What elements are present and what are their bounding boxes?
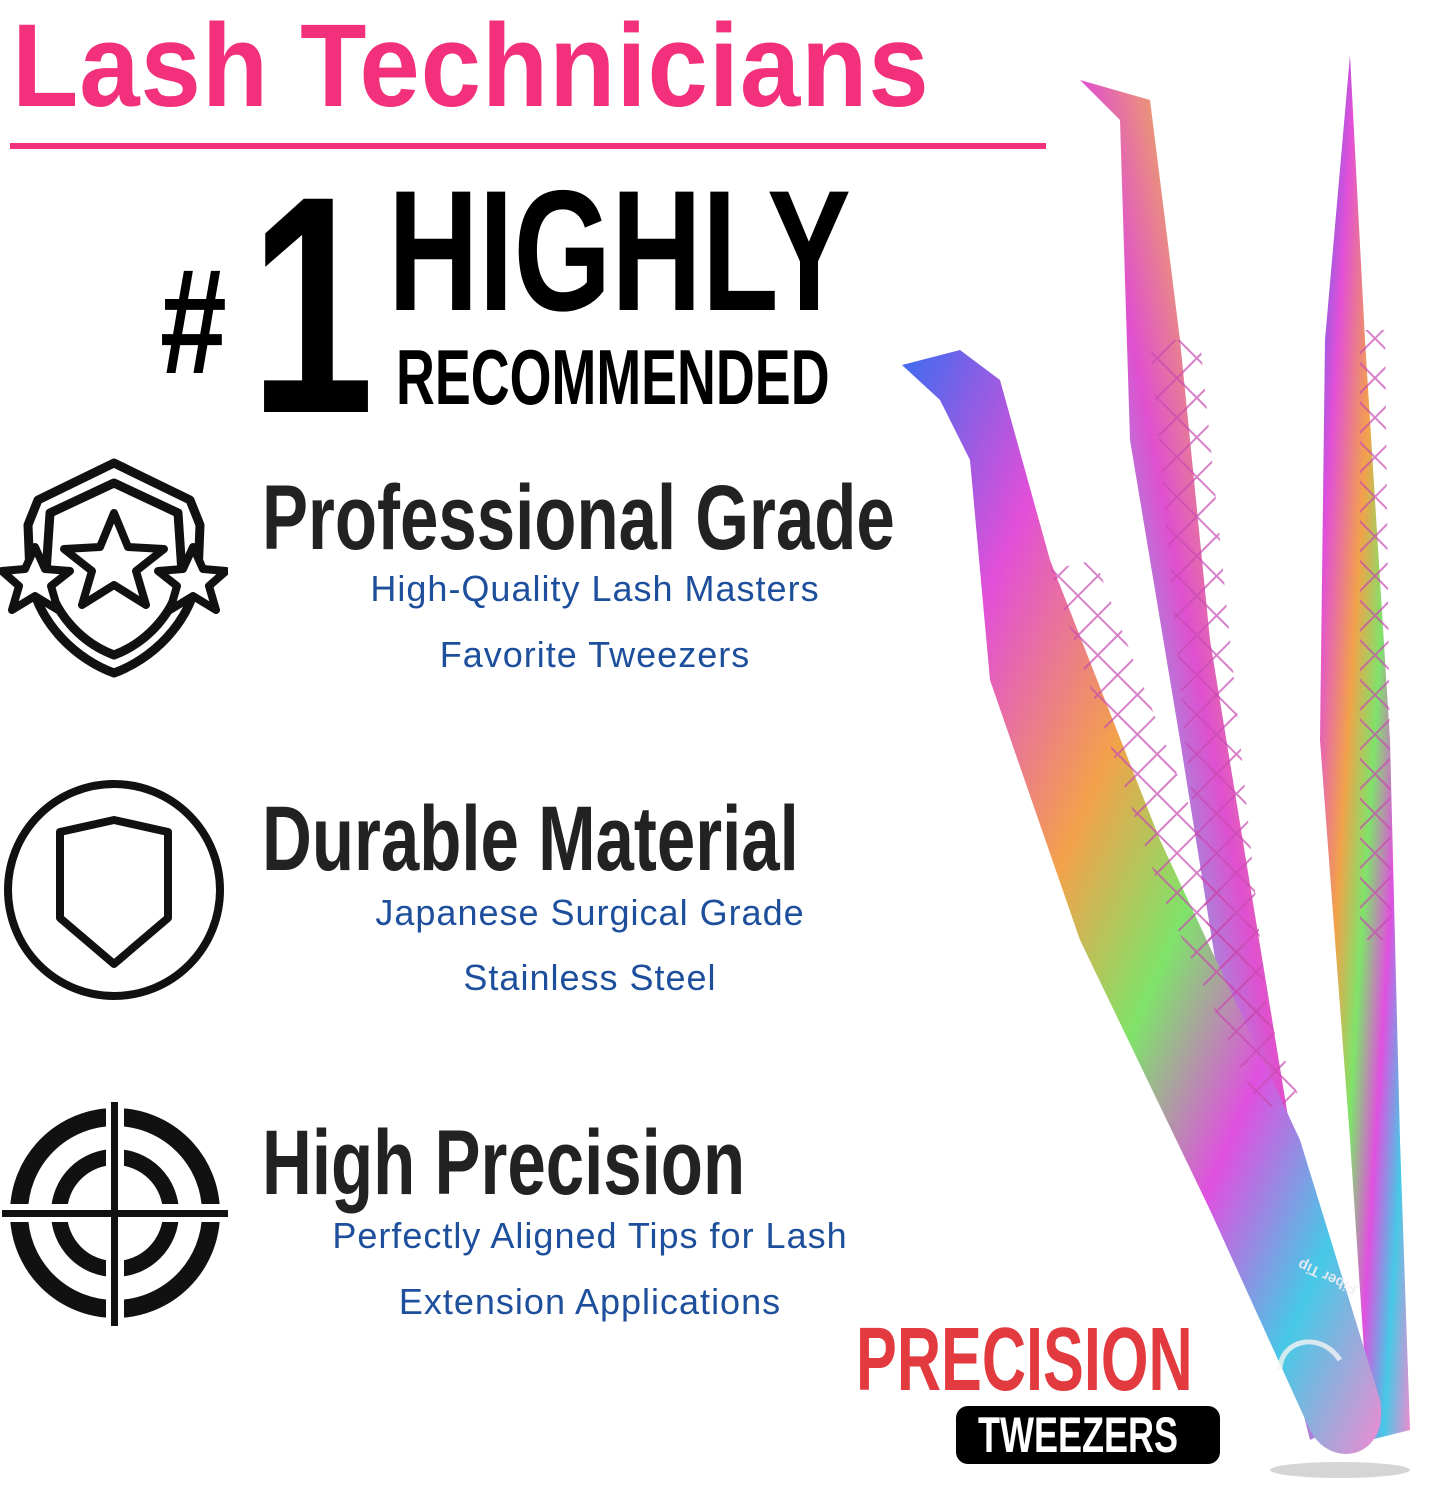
feature-title: Professional Grade [262,467,895,569]
title-underline [10,143,1046,149]
feature-title: High Precision [262,1112,746,1214]
tweezers-product-image [902,55,1410,1478]
feature-subtitle: Japanese Surgical Grade [375,892,805,933]
feature-subtitle: Stainless Steel [463,957,717,998]
feature-title: Durable Material [262,788,799,890]
feature-subtitle: Extension Applications [398,1281,782,1322]
rank-hash: # [160,237,227,405]
rank-number: 1 [250,131,375,478]
tweezers-badge [956,1406,1220,1464]
headline-recommended: RECOMMENDED [396,333,830,421]
title-heading: Lash Technicians [12,0,930,132]
feature-subtitle: Favorite Tweezers [439,634,751,675]
headline-highly: HIGHLY [388,155,851,347]
feature-subtitle: High-Quality Lash Masters [370,568,820,609]
tweezers-badge-text: TWEEZERS [978,1407,1179,1463]
feature-subtitle: Perfectly Aligned Tips for Lash [332,1215,848,1256]
crosshair-target-icon [0,1100,230,1330]
shield-stars-icon [0,458,228,678]
precision-badge-text: PRECISION [856,1310,1193,1410]
shield-circle-icon [4,780,224,1000]
